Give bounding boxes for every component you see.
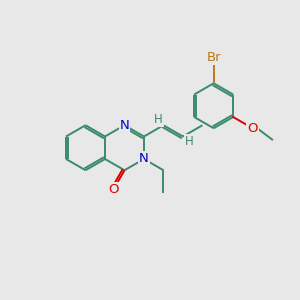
Text: Br: Br bbox=[206, 51, 221, 64]
Text: H: H bbox=[154, 113, 163, 126]
Text: O: O bbox=[248, 122, 258, 135]
Text: O: O bbox=[108, 183, 119, 196]
Text: N: N bbox=[120, 119, 129, 132]
Text: N: N bbox=[139, 152, 149, 166]
Text: H: H bbox=[185, 135, 194, 148]
